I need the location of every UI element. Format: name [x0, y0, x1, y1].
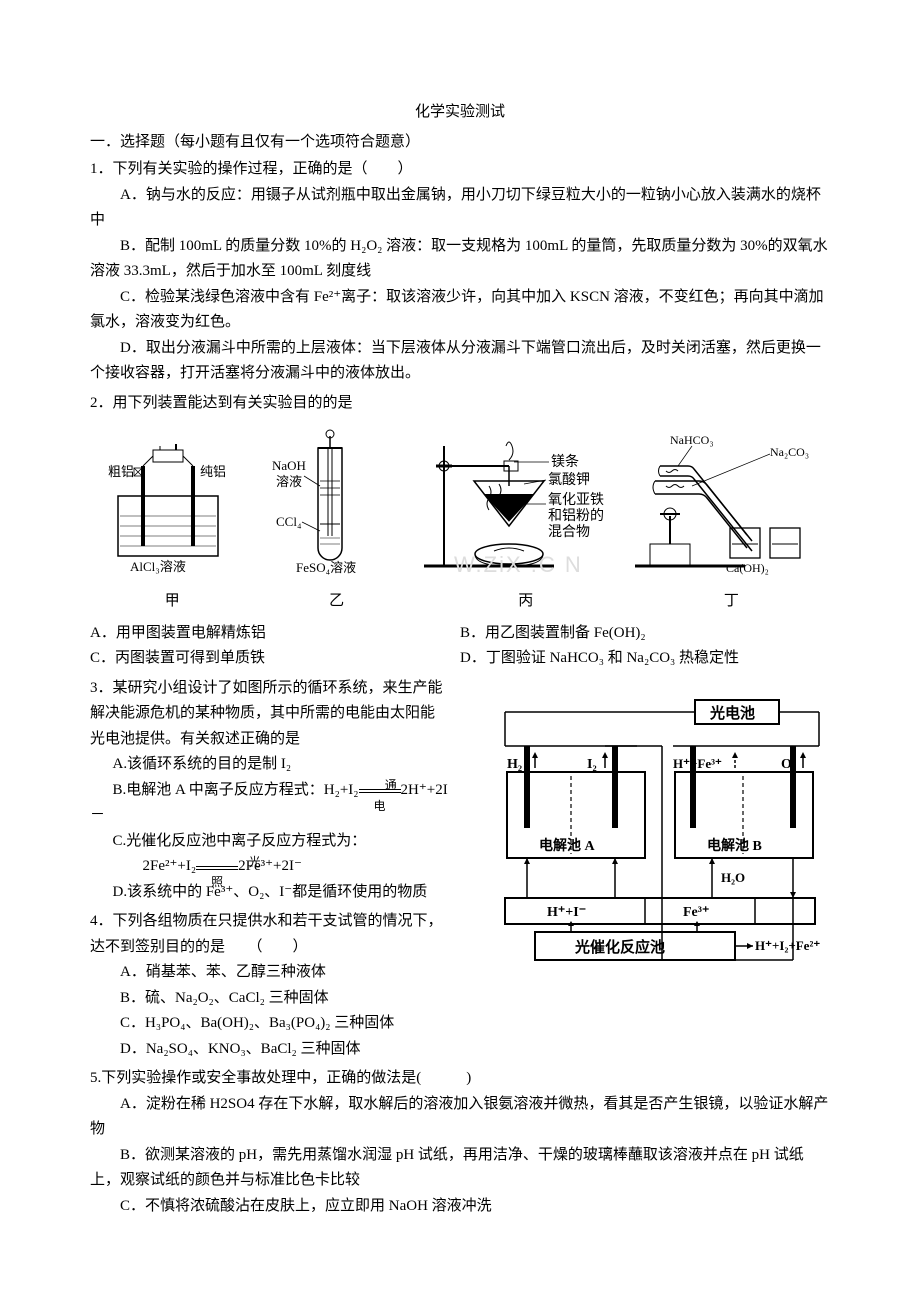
label-al: 和铝粉的: [548, 508, 604, 524]
label-na2co3: Na₂CO₃: [770, 445, 809, 459]
label-feso4: FeSO₄溶液: [296, 560, 356, 575]
q4-optC: C．H₃PO₄、Ba(OH)₂、Ba₃(PO₄)₂ 三种固体: [90, 1011, 490, 1037]
q2-fig-C: 镁条 氯酸钾 氧化亚铁 和铝粉的 混合物 W.ZiX .C N: [414, 426, 624, 583]
q3-B1: B.电解池 A 中离子反应方程式：H₂+I₂: [113, 782, 359, 798]
label-o2: O₂: [781, 757, 796, 772]
q2-fig-B: NaOH 溶液 CCl₄ FeSO₄溶液: [252, 426, 408, 583]
q3-optB: B.电解池 A 中离子反应方程式：H₂+I₂ 通电 2H⁺+2I: [90, 778, 490, 804]
label-pure-al: 纯铝: [200, 464, 226, 479]
q2-stem: 2．用下列装置能达到有关实验目的的是: [90, 391, 830, 417]
label-out: H⁺+I₂+Fe²⁺: [755, 938, 820, 953]
label-poolA: 电解池 A: [539, 837, 595, 854]
q1-optA: A．钠与水的反应：用镊子从试剂瓶中取出金属钠，用小刀切下绿豆粒大小的一粒钠小心放…: [90, 183, 830, 234]
q3-optC2: 2Fe²⁺+I₂ 光照 2Fe³⁺+2I⁻: [90, 854, 490, 880]
q3-C2b: 2Fe³⁺+2I⁻: [238, 858, 302, 874]
cap-D: 丁: [633, 589, 830, 615]
q1-optB: B．配制 100mL 的质量分数 10%的 H₂O₂ 溶液：取一支规格为 100…: [90, 234, 830, 285]
cap-C: 丙: [419, 589, 633, 615]
label-nahco3: NaHCO₃: [670, 433, 714, 447]
label-feo: 氧化亚铁: [548, 492, 604, 508]
question-3: 3．某研究小组设计了如图所示的循环系统，来生产能 解决能源危机的某种物质，其中所…: [90, 676, 830, 906]
q2-optA: A．用甲图装置电解精炼铝: [90, 621, 460, 647]
cap-A: 甲: [90, 589, 254, 615]
label-i2: I₂: [587, 757, 597, 772]
q2-optD: D．丁图验证 NaHCO₃ 和 Na₂CO₃ 热稳定性: [460, 646, 830, 672]
q5-stem: 5.下列实验操作或安全事故处理中，正确的做法是( ): [90, 1066, 830, 1092]
label-alcl3: AlCl₃溶液: [130, 559, 186, 574]
q2-caption-row: 甲 乙 丙 丁: [90, 589, 830, 615]
q4-optD: D．Na₂SO₄、KNO₃、BaCl₂ 三种固体: [90, 1037, 490, 1063]
label-catpool: 光催化反应池: [574, 938, 665, 956]
q2-figure-row: 粗铝 纯铝 AlCl₃溶液 NaOH 溶液 CCl₄: [90, 426, 830, 583]
q3-Cover: 光照: [196, 852, 238, 893]
q3-Bminus: －: [90, 803, 490, 829]
q5-optB: B．欲测某溶液的 pH，需先用蒸馏水润湿 pH 试纸，再用洁净、干燥的玻璃棒蘸取…: [90, 1143, 830, 1194]
question-2: 2．用下列装置能达到有关实验目的的是 粗铝 纯铝 AlCl₃溶液: [90, 391, 830, 672]
q2-fig-D: NaHCO₃ Na₂CO₃ Ca(OH)₂: [630, 426, 830, 583]
q2-opt-row1: A．用甲图装置电解精炼铝 B．用乙图装置制备 Fe(OH)₂: [90, 621, 830, 647]
q5-optC: C．不慎将浓硫酸沾在皮肤上，应立即用 NaOH 溶液冲洗: [90, 1194, 830, 1220]
q3-figure: 光电池 电解池 A 电解池 B H₂ I₂ H⁺+Fe³⁺: [497, 698, 830, 978]
label-caoh2: Ca(OH)₂: [726, 561, 769, 575]
label-h2o: H₂O: [721, 870, 745, 885]
label-ccl4: CCl₄: [276, 514, 302, 529]
q3-l2: 解决能源危机的某种物质，其中所需的电能由太阳能: [90, 701, 490, 727]
q4-optA: A．硝基苯、苯、乙醇三种液体: [90, 960, 490, 986]
question-5: 5.下列实验操作或安全事故处理中，正确的做法是( ) A．淀粉在稀 H2SO4 …: [90, 1066, 830, 1219]
q3-l1: 3．某研究小组设计了如图所示的循环系统，来生产能: [90, 676, 490, 702]
q3-optD: D.该系统中的 Fe³⁺、O₂、I⁻都是循环使用的物质: [90, 880, 490, 906]
label-mix: 混合物: [548, 524, 590, 540]
label-hi: H⁺+I⁻: [547, 905, 586, 920]
label-solution: 溶液: [276, 474, 302, 489]
label-naoh: NaOH: [272, 458, 306, 473]
q3-optC: C.光催化反应池中离子反应方程式为：: [90, 829, 490, 855]
label-cu-al: 粗铝: [108, 464, 134, 479]
q3-C2a: 2Fe²⁺+I₂: [143, 858, 197, 874]
q1-optC: C．检验某浅绿色溶液中含有 Fe²⁺离子：取该溶液少许，向其中加入 KSCN 溶…: [90, 285, 830, 336]
q3-l3: 光电池提供。有关叙述正确的是: [90, 727, 490, 753]
label-h2: H₂: [507, 757, 522, 772]
q3-optA: A.该循环系统的目的是制 I₂: [90, 752, 490, 778]
q1-stem: 1．下列有关实验的操作过程，正确的是（ ）: [90, 157, 830, 183]
page-title: 化学实验测试: [90, 100, 830, 126]
q5-optA: A．淀粉在稀 H2SO4 存在下水解，取水解后的溶液加入银氨溶液并微热，看其是否…: [90, 1092, 830, 1143]
q4-l1: 4．下列各组物质在只提供水和若干支试管的情况下，: [90, 909, 490, 935]
q2-optB: B．用乙图装置制备 Fe(OH)₂: [460, 621, 830, 647]
label-kclo3: 氯酸钾: [548, 472, 590, 488]
q2-fig-A: 粗铝 纯铝 AlCl₃溶液: [90, 426, 246, 583]
q2-opt-row2: C．丙图装置可得到单质铁 D．丁图验证 NaHCO₃ 和 Na₂CO₃ 热稳定性: [90, 646, 830, 672]
q1-optD: D．取出分液漏斗中所需的上层液体：当下层液体从分液漏斗下端管口流出后，及时关闭活…: [90, 336, 830, 387]
label-poolB: 电解池 B: [707, 837, 762, 854]
q4-optB: B．硫、Na₂O₂、CaCl₂ 三种固体: [90, 986, 490, 1012]
label-hfe: H⁺+Fe³⁺: [673, 756, 722, 771]
label-photocell: 光电池: [709, 704, 755, 722]
question-1: 1．下列有关实验的操作过程，正确的是（ ） A．钠与水的反应：用镊子从试剂瓶中取…: [90, 157, 830, 387]
q4-l2: 达不到签别目的的是 （ ）: [90, 935, 490, 961]
q2-optC: C．丙图装置可得到单质铁: [90, 646, 460, 672]
q3-B2: 2H⁺+2I: [401, 782, 448, 798]
section-heading: 一．选择题（每小题有且仅有一个选项符合题意）: [90, 130, 830, 156]
q3-Bover: 通电: [359, 775, 401, 816]
question-4: 4．下列各组物质在只提供水和若干支试管的情况下， 达不到签别目的的是 （ ） A…: [90, 909, 490, 1062]
label-fe3: Fe³⁺: [683, 905, 709, 920]
cap-B: 乙: [254, 589, 418, 615]
label-mg: 镁条: [551, 453, 579, 470]
